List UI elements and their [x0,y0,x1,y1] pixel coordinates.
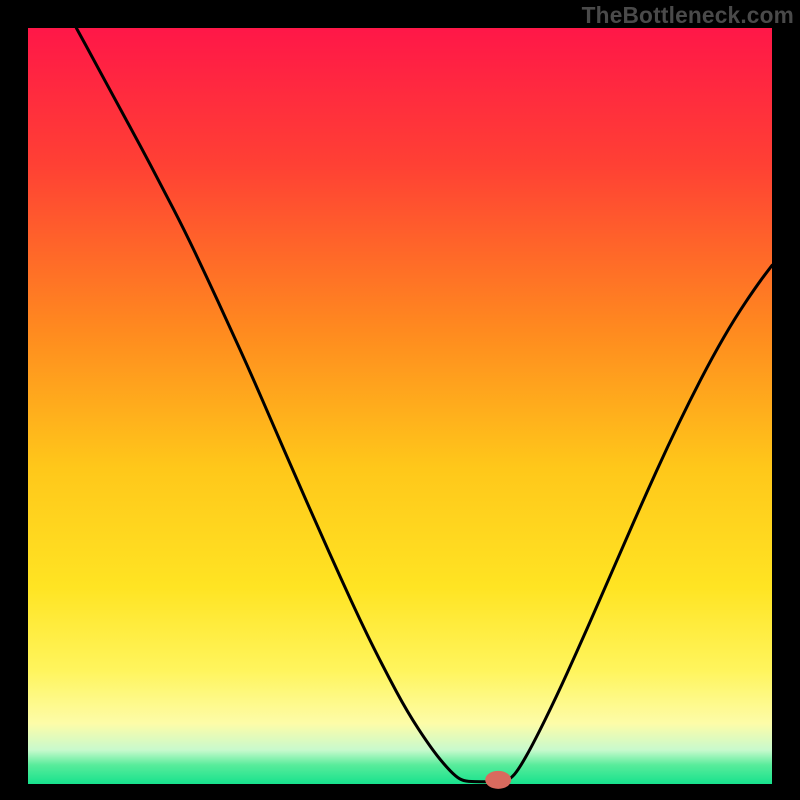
watermark-text: TheBottleneck.com [582,2,794,29]
plot-background [28,28,772,784]
bottleneck-chart [0,0,800,800]
minimum-marker [485,771,511,789]
